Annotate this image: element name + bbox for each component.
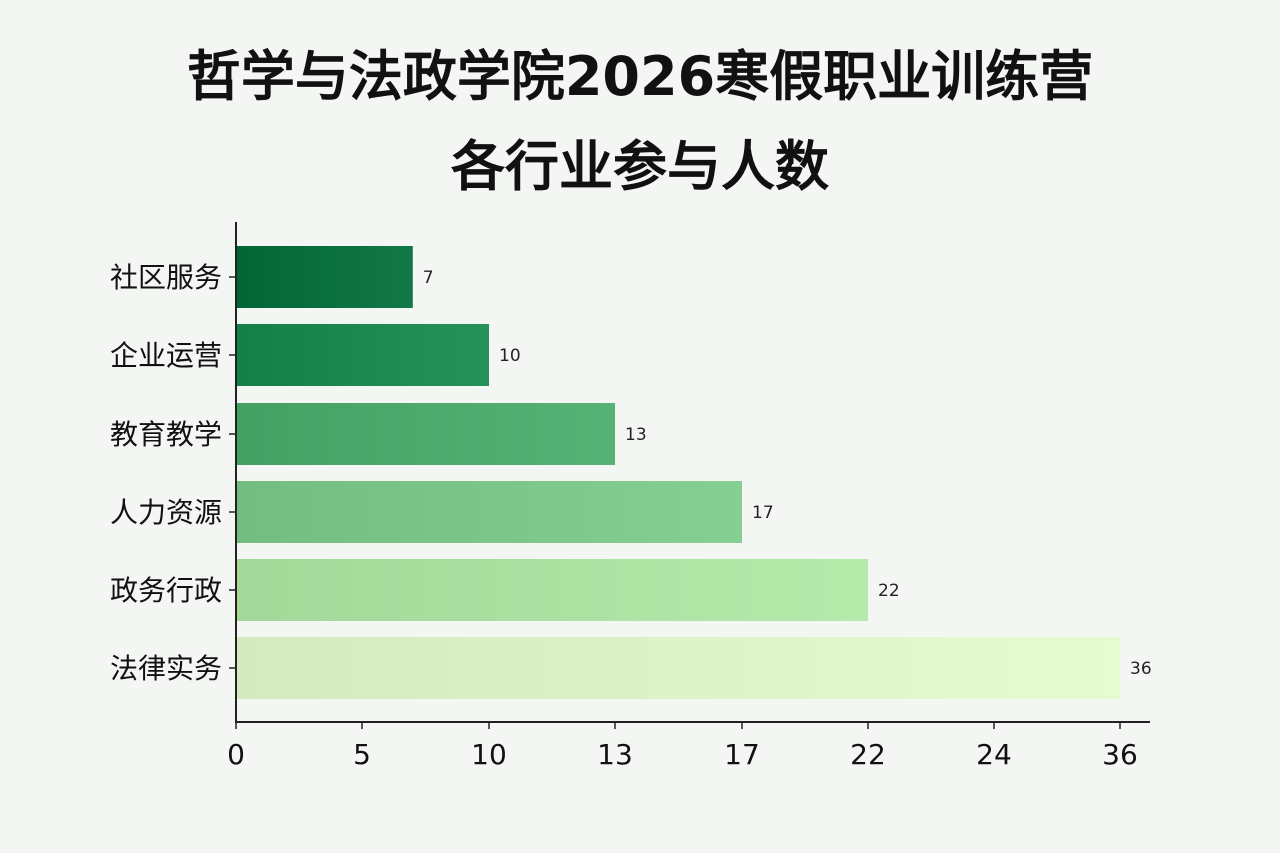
value-label: 36 (1130, 659, 1152, 679)
category-label: 政务行政 (110, 574, 222, 607)
x-tick-label: 24 (976, 738, 1012, 771)
bar-4 (237, 559, 868, 621)
category-label: 社区服务 (110, 261, 222, 294)
chart-title-line-1: 哲学与法政学院2026寒假职业训练营 (186, 45, 1094, 108)
value-label: 7 (423, 268, 434, 288)
x-tick-label: 10 (471, 738, 507, 771)
bar-2 (237, 403, 615, 465)
chart-title-line-2: 各行业参与人数 (451, 135, 829, 198)
chart-title: 哲学与法政学院2026寒假职业训练营 各行业参与人数 (0, 32, 1280, 212)
bar-1 (237, 324, 489, 386)
value-label: 10 (499, 346, 521, 366)
x-tick-label: 5 (353, 738, 371, 771)
axes-layer: 0 5 10 13 17 22 24 36 (227, 222, 1150, 771)
x-tick-label: 0 (227, 738, 245, 771)
labels-layer: 社区服务 7 企业运营 10 教育教学 13 人力资源 17 政务行政 22 法律实务 36 (110, 261, 1152, 685)
bar-5 (237, 637, 1120, 699)
value-label: 17 (752, 503, 774, 523)
bars-layer (237, 246, 1120, 699)
category-label: 教育教学 (110, 418, 222, 451)
value-label: 13 (625, 425, 647, 445)
bar-0 (237, 246, 413, 308)
x-tick-label: 22 (850, 738, 886, 771)
category-label: 法律实务 (110, 652, 222, 685)
x-tick-label: 13 (597, 738, 633, 771)
x-tick-label: 17 (724, 738, 760, 771)
bar-3 (237, 481, 742, 543)
category-label: 人力资源 (110, 496, 222, 529)
category-label: 企业运营 (110, 339, 222, 372)
x-tick-label: 36 (1102, 738, 1138, 771)
value-label: 22 (878, 581, 900, 601)
